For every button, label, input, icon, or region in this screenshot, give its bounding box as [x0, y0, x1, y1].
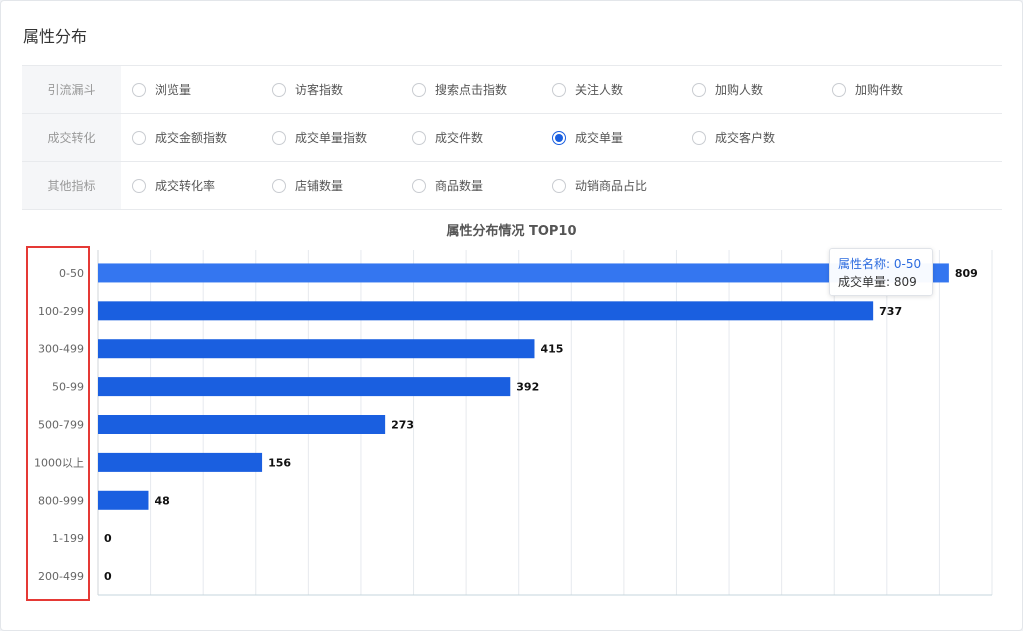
radio-label: 关注人数	[575, 83, 624, 97]
value-label: 156	[268, 456, 291, 469]
category-tick-label: 1-199	[52, 532, 84, 545]
bar	[98, 339, 535, 359]
bar	[98, 301, 874, 321]
radio-label: 成交单量	[575, 131, 624, 145]
radio-option[interactable]: 搜索点击指数	[412, 66, 507, 113]
radio-option[interactable]: 店铺数量	[272, 162, 343, 209]
category-tick-label: 800-999	[38, 494, 84, 507]
radio-button[interactable]	[692, 82, 706, 97]
category-tick-label: 1000以上	[34, 456, 84, 469]
radio-label: 加购人数	[715, 83, 764, 97]
filter-row-traffic-funnel: 引流漏斗 浏览量 访客指数 搜索点击指数 关注人数 加购人数 加购件数	[22, 66, 1002, 114]
radio-option[interactable]: 加购人数	[692, 66, 763, 113]
card-title: 属性分布	[23, 27, 88, 46]
metric-filter-table: 引流漏斗 浏览量 访客指数 搜索点击指数 关注人数 加购人数 加购件数 成交转化…	[22, 65, 1002, 210]
radio-option[interactable]: 成交单量指数	[272, 114, 367, 161]
radio-button[interactable]	[412, 178, 426, 193]
radio-button[interactable]	[552, 82, 566, 97]
filter-row-conversion: 成交转化 成交金额指数 成交单量指数 成交件数 成交单量 成交客户数	[22, 114, 1002, 162]
category-tick-label: 200-499	[38, 570, 84, 583]
radio-label: 搜索点击指数	[435, 83, 508, 97]
value-label: 273	[391, 419, 414, 432]
value-label: 415	[540, 343, 563, 356]
radio-option[interactable]: 动销商品占比	[552, 162, 647, 209]
radio-button[interactable]	[412, 82, 426, 97]
category-tick-label: 50-99	[52, 381, 84, 394]
bar	[98, 490, 149, 510]
radio-label: 加购件数	[855, 83, 904, 97]
radio-button[interactable]	[412, 130, 426, 145]
row-label: 成交转化	[22, 114, 121, 161]
radio-label: 商品数量	[435, 179, 484, 193]
radio-button[interactable]	[132, 130, 146, 145]
radio-option[interactable]: 成交件数	[412, 114, 483, 161]
radio-label: 成交单量指数	[295, 131, 368, 145]
radio-option[interactable]: 浏览量	[132, 66, 191, 113]
bar	[98, 263, 949, 283]
category-tick-label: 100-299	[38, 305, 84, 318]
radio-option[interactable]: 商品数量	[412, 162, 483, 209]
radio-option[interactable]: 访客指数	[272, 66, 343, 113]
bar	[98, 452, 263, 472]
radio-button[interactable]	[132, 82, 146, 97]
value-label: 48	[154, 494, 169, 507]
radio-label: 动销商品占比	[575, 179, 648, 193]
radio-button[interactable]	[132, 178, 146, 193]
chart-title: 属性分布情况 TOP10	[446, 224, 577, 239]
radio-option-selected[interactable]: 成交单量	[552, 114, 623, 161]
category-tick-label: 500-799	[38, 419, 84, 432]
filter-row-other-metrics: 其他指标 成交转化率 店铺数量 商品数量 动销商品占比	[22, 162, 1002, 210]
radio-label: 成交金额指数	[155, 131, 228, 145]
value-label: 0	[104, 570, 112, 583]
bar	[98, 377, 511, 397]
bar	[98, 415, 386, 434]
row-label: 引流漏斗	[22, 66, 121, 113]
radio-option[interactable]: 关注人数	[552, 66, 623, 113]
radio-label: 访客指数	[295, 83, 344, 97]
tooltip-attribute-name: 属性名称: 0-50	[838, 257, 922, 271]
radio-button[interactable]	[692, 130, 706, 145]
radio-label: 成交件数	[435, 131, 484, 145]
category-tick-label: 0-50	[59, 267, 84, 280]
radio-option[interactable]: 成交金额指数	[132, 114, 227, 161]
category-tick-label: 300-499	[38, 343, 84, 356]
radio-button-checked[interactable]	[552, 130, 566, 145]
radio-label: 店铺数量	[295, 179, 344, 193]
radio-button[interactable]	[272, 130, 286, 145]
radio-option[interactable]: 加购件数	[832, 66, 903, 113]
radio-label: 浏览量	[155, 83, 192, 97]
radio-option[interactable]: 成交转化率	[132, 162, 215, 209]
radio-button[interactable]	[272, 178, 286, 193]
chart-tooltip: 属性名称: 0-50 成交单量: 809	[829, 248, 933, 296]
row-label: 其他指标	[22, 162, 121, 209]
tooltip-order-count: 成交单量: 809	[838, 275, 917, 289]
radio-label: 成交转化率	[155, 179, 216, 193]
radio-button[interactable]	[272, 82, 286, 97]
category-axis-highlight-box	[26, 246, 90, 601]
radio-button[interactable]	[552, 178, 566, 193]
radio-button[interactable]	[832, 82, 846, 97]
radio-option[interactable]: 成交客户数	[692, 114, 775, 161]
value-label: 737	[879, 305, 902, 318]
value-label: 0	[104, 532, 112, 545]
radio-label: 成交客户数	[715, 131, 776, 145]
value-label: 809	[955, 267, 978, 280]
value-label: 392	[516, 381, 539, 394]
